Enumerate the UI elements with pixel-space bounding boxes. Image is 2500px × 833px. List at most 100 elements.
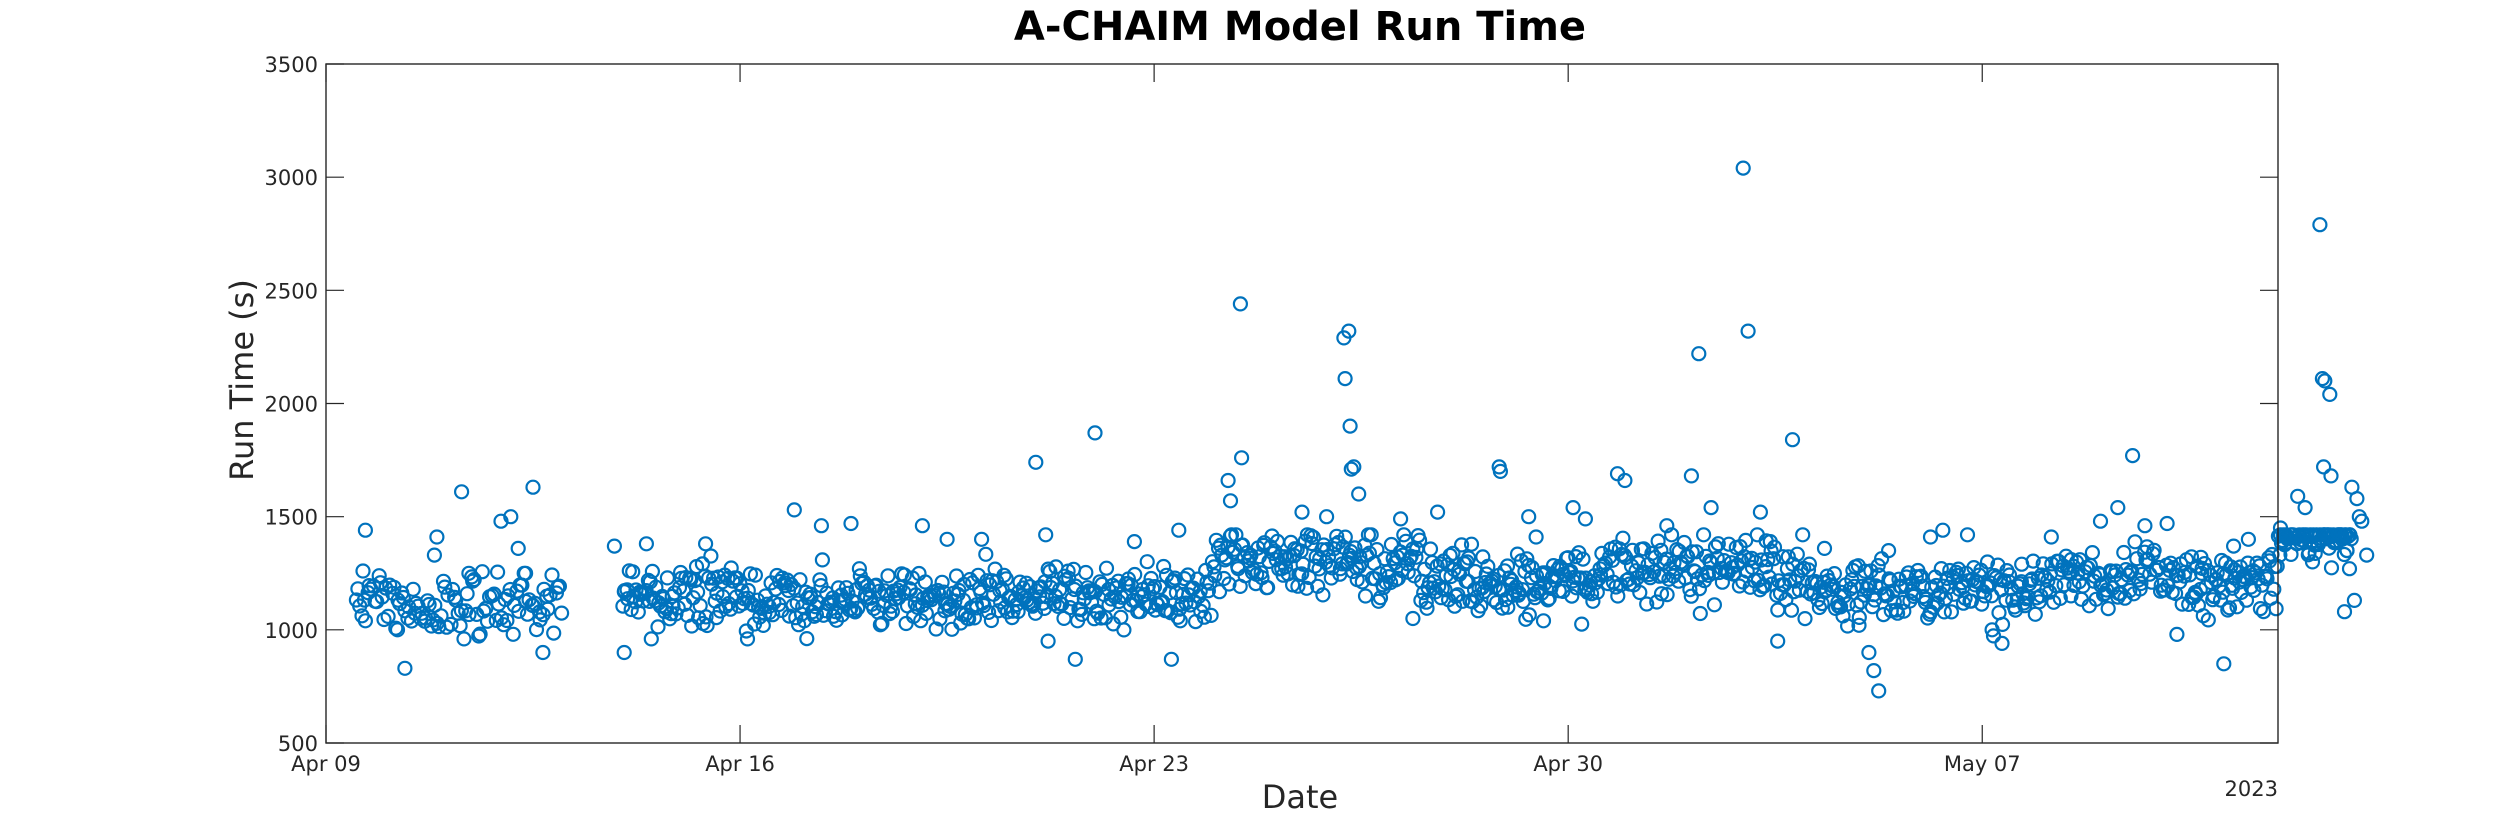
data-point bbox=[1875, 606, 1892, 623]
data-point bbox=[2351, 509, 2367, 525]
data-point bbox=[2116, 544, 2132, 561]
data-point bbox=[1429, 504, 1446, 520]
data-point bbox=[1861, 644, 1877, 661]
data-point bbox=[872, 617, 889, 633]
data-point bbox=[2323, 560, 2340, 576]
data-point bbox=[437, 579, 453, 595]
data-point bbox=[814, 552, 831, 568]
data-point bbox=[376, 611, 392, 628]
data-point bbox=[1653, 586, 1670, 602]
data-point bbox=[978, 546, 994, 562]
data-point bbox=[2039, 581, 2055, 598]
data-point bbox=[1555, 583, 1571, 600]
data-point bbox=[355, 563, 371, 579]
data-point bbox=[2339, 542, 2355, 559]
data-point bbox=[510, 540, 526, 557]
data-point bbox=[1459, 554, 1475, 570]
data-point bbox=[1494, 600, 1510, 616]
data-point bbox=[1453, 537, 1470, 553]
data-point bbox=[1392, 511, 1409, 527]
data-point bbox=[1467, 563, 1483, 580]
data-point bbox=[2014, 556, 2030, 572]
data-point bbox=[1994, 635, 2010, 652]
data-point bbox=[1010, 603, 1026, 620]
data-point bbox=[1624, 542, 1641, 558]
data-point bbox=[1862, 577, 1878, 594]
data-point bbox=[1984, 622, 2000, 638]
data-point bbox=[2043, 529, 2059, 545]
data-point bbox=[1211, 584, 1228, 600]
data-point bbox=[998, 571, 1014, 587]
data-point bbox=[812, 572, 828, 588]
data-point bbox=[1789, 546, 1805, 562]
chart-title: A-CHAIM Model Run Time bbox=[1014, 4, 1586, 50]
y-tick-label: 1000 bbox=[265, 619, 318, 643]
data-point bbox=[722, 601, 739, 617]
data-point bbox=[1577, 511, 1594, 527]
data-point bbox=[2117, 590, 2133, 606]
data-point bbox=[1763, 543, 1779, 559]
data-point bbox=[1363, 527, 1379, 543]
data-point bbox=[914, 518, 931, 534]
data-point bbox=[1833, 584, 1850, 601]
data-point bbox=[2133, 575, 2149, 592]
data-point bbox=[1208, 532, 1224, 548]
data-point bbox=[472, 626, 488, 642]
data-point bbox=[1799, 583, 1815, 600]
data-point bbox=[474, 564, 490, 580]
data-point bbox=[1357, 588, 1374, 604]
data-point bbox=[1644, 545, 1660, 562]
data-point bbox=[2316, 459, 2332, 475]
data-point bbox=[1196, 609, 1213, 625]
data-point bbox=[397, 660, 413, 676]
data-point bbox=[535, 644, 551, 661]
data-point bbox=[1692, 605, 1708, 622]
data-point bbox=[1659, 586, 1675, 603]
data-point bbox=[496, 617, 512, 633]
data-point bbox=[405, 581, 421, 597]
data-point bbox=[1684, 544, 1700, 560]
data-point bbox=[1756, 578, 1773, 594]
data-point bbox=[1636, 541, 1652, 557]
data-point bbox=[1259, 579, 1276, 596]
data-point bbox=[1346, 459, 1362, 475]
data-point bbox=[2132, 581, 2148, 597]
data-point bbox=[1880, 542, 1897, 559]
data-point bbox=[2317, 373, 2333, 389]
data-point bbox=[666, 585, 683, 601]
data-point bbox=[1223, 527, 1240, 543]
data-point bbox=[2027, 606, 2043, 622]
y-tick-label: 3000 bbox=[265, 166, 318, 190]
data-point bbox=[499, 612, 515, 629]
data-point bbox=[1351, 486, 1367, 502]
data-point bbox=[1762, 533, 1778, 550]
data-point bbox=[1040, 561, 1056, 577]
data-point bbox=[1455, 593, 1471, 609]
data-point bbox=[503, 509, 519, 525]
data-point bbox=[2268, 601, 2284, 617]
data-point bbox=[2052, 590, 2068, 607]
data-point bbox=[1658, 551, 1675, 567]
data-point bbox=[799, 630, 815, 647]
data-point bbox=[1203, 607, 1219, 624]
data-point bbox=[1276, 549, 1293, 565]
data-point bbox=[1323, 570, 1339, 586]
data-point bbox=[1568, 548, 1584, 565]
data-point bbox=[1740, 323, 1756, 339]
data-point bbox=[1329, 528, 1345, 544]
data-point bbox=[1028, 454, 1044, 470]
data-point bbox=[1145, 581, 1161, 597]
data-point bbox=[1098, 560, 1115, 576]
data-point bbox=[2259, 571, 2275, 587]
data-point bbox=[1783, 602, 1800, 618]
data-point bbox=[2323, 468, 2339, 484]
y-tick-label: 500 bbox=[278, 732, 318, 756]
data-point bbox=[1018, 575, 1035, 591]
data-point bbox=[1341, 323, 1357, 339]
data-point bbox=[1959, 527, 1976, 543]
data-point bbox=[874, 615, 890, 632]
data-point bbox=[1683, 588, 1699, 604]
data-point bbox=[703, 548, 719, 564]
data-point bbox=[2290, 488, 2306, 504]
